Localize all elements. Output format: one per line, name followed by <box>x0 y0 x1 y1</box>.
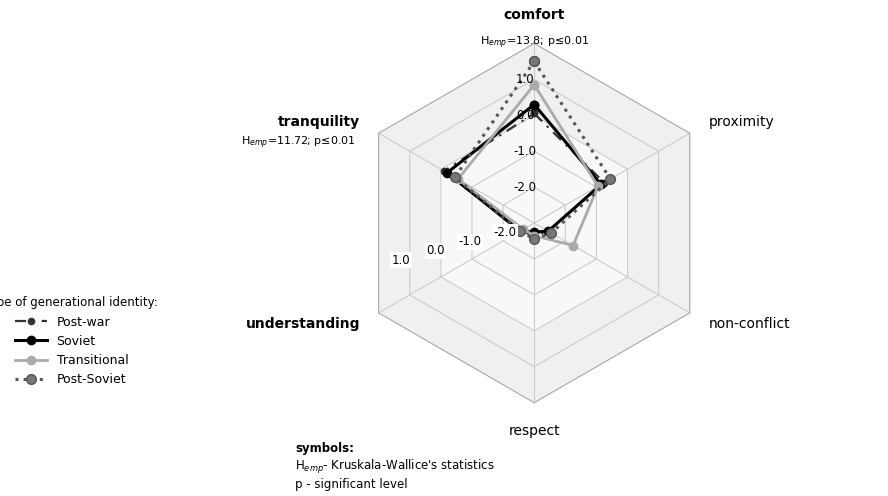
Text: understanding: understanding <box>245 316 360 331</box>
Polygon shape <box>503 187 566 259</box>
Text: non-conflict: non-conflict <box>709 316 790 331</box>
Text: -2.0: -2.0 <box>514 181 536 193</box>
Polygon shape <box>472 151 597 295</box>
Polygon shape <box>440 115 628 331</box>
Text: 1.0: 1.0 <box>392 254 410 267</box>
Text: symbols:: symbols: <box>296 442 354 455</box>
Text: respect: respect <box>509 424 560 438</box>
Text: -1.0: -1.0 <box>514 145 536 158</box>
Polygon shape <box>378 44 690 403</box>
Text: H$_{emp}$- Kruskala-Wallice's statistics
p - significant level: H$_{emp}$- Kruskala-Wallice's statistics… <box>296 458 495 492</box>
Legend: Post-war, Soviet, Transitional, Post-Soviet: Post-war, Soviet, Transitional, Post-Sov… <box>0 291 163 391</box>
Text: proximity: proximity <box>709 116 774 129</box>
Text: -1.0: -1.0 <box>459 235 481 248</box>
Text: 0.0: 0.0 <box>426 245 445 257</box>
Text: tranquility: tranquility <box>278 116 360 129</box>
Text: 1.0: 1.0 <box>516 73 535 86</box>
Text: 0.0: 0.0 <box>516 109 535 122</box>
Text: H$_{emp}$=13.8; p≤0.01: H$_{emp}$=13.8; p≤0.01 <box>480 34 589 51</box>
Text: comfort: comfort <box>503 8 565 22</box>
Text: H$_{emp}$=11.72; p≤0.01: H$_{emp}$=11.72; p≤0.01 <box>242 135 356 151</box>
Text: -2.0: -2.0 <box>494 226 517 239</box>
